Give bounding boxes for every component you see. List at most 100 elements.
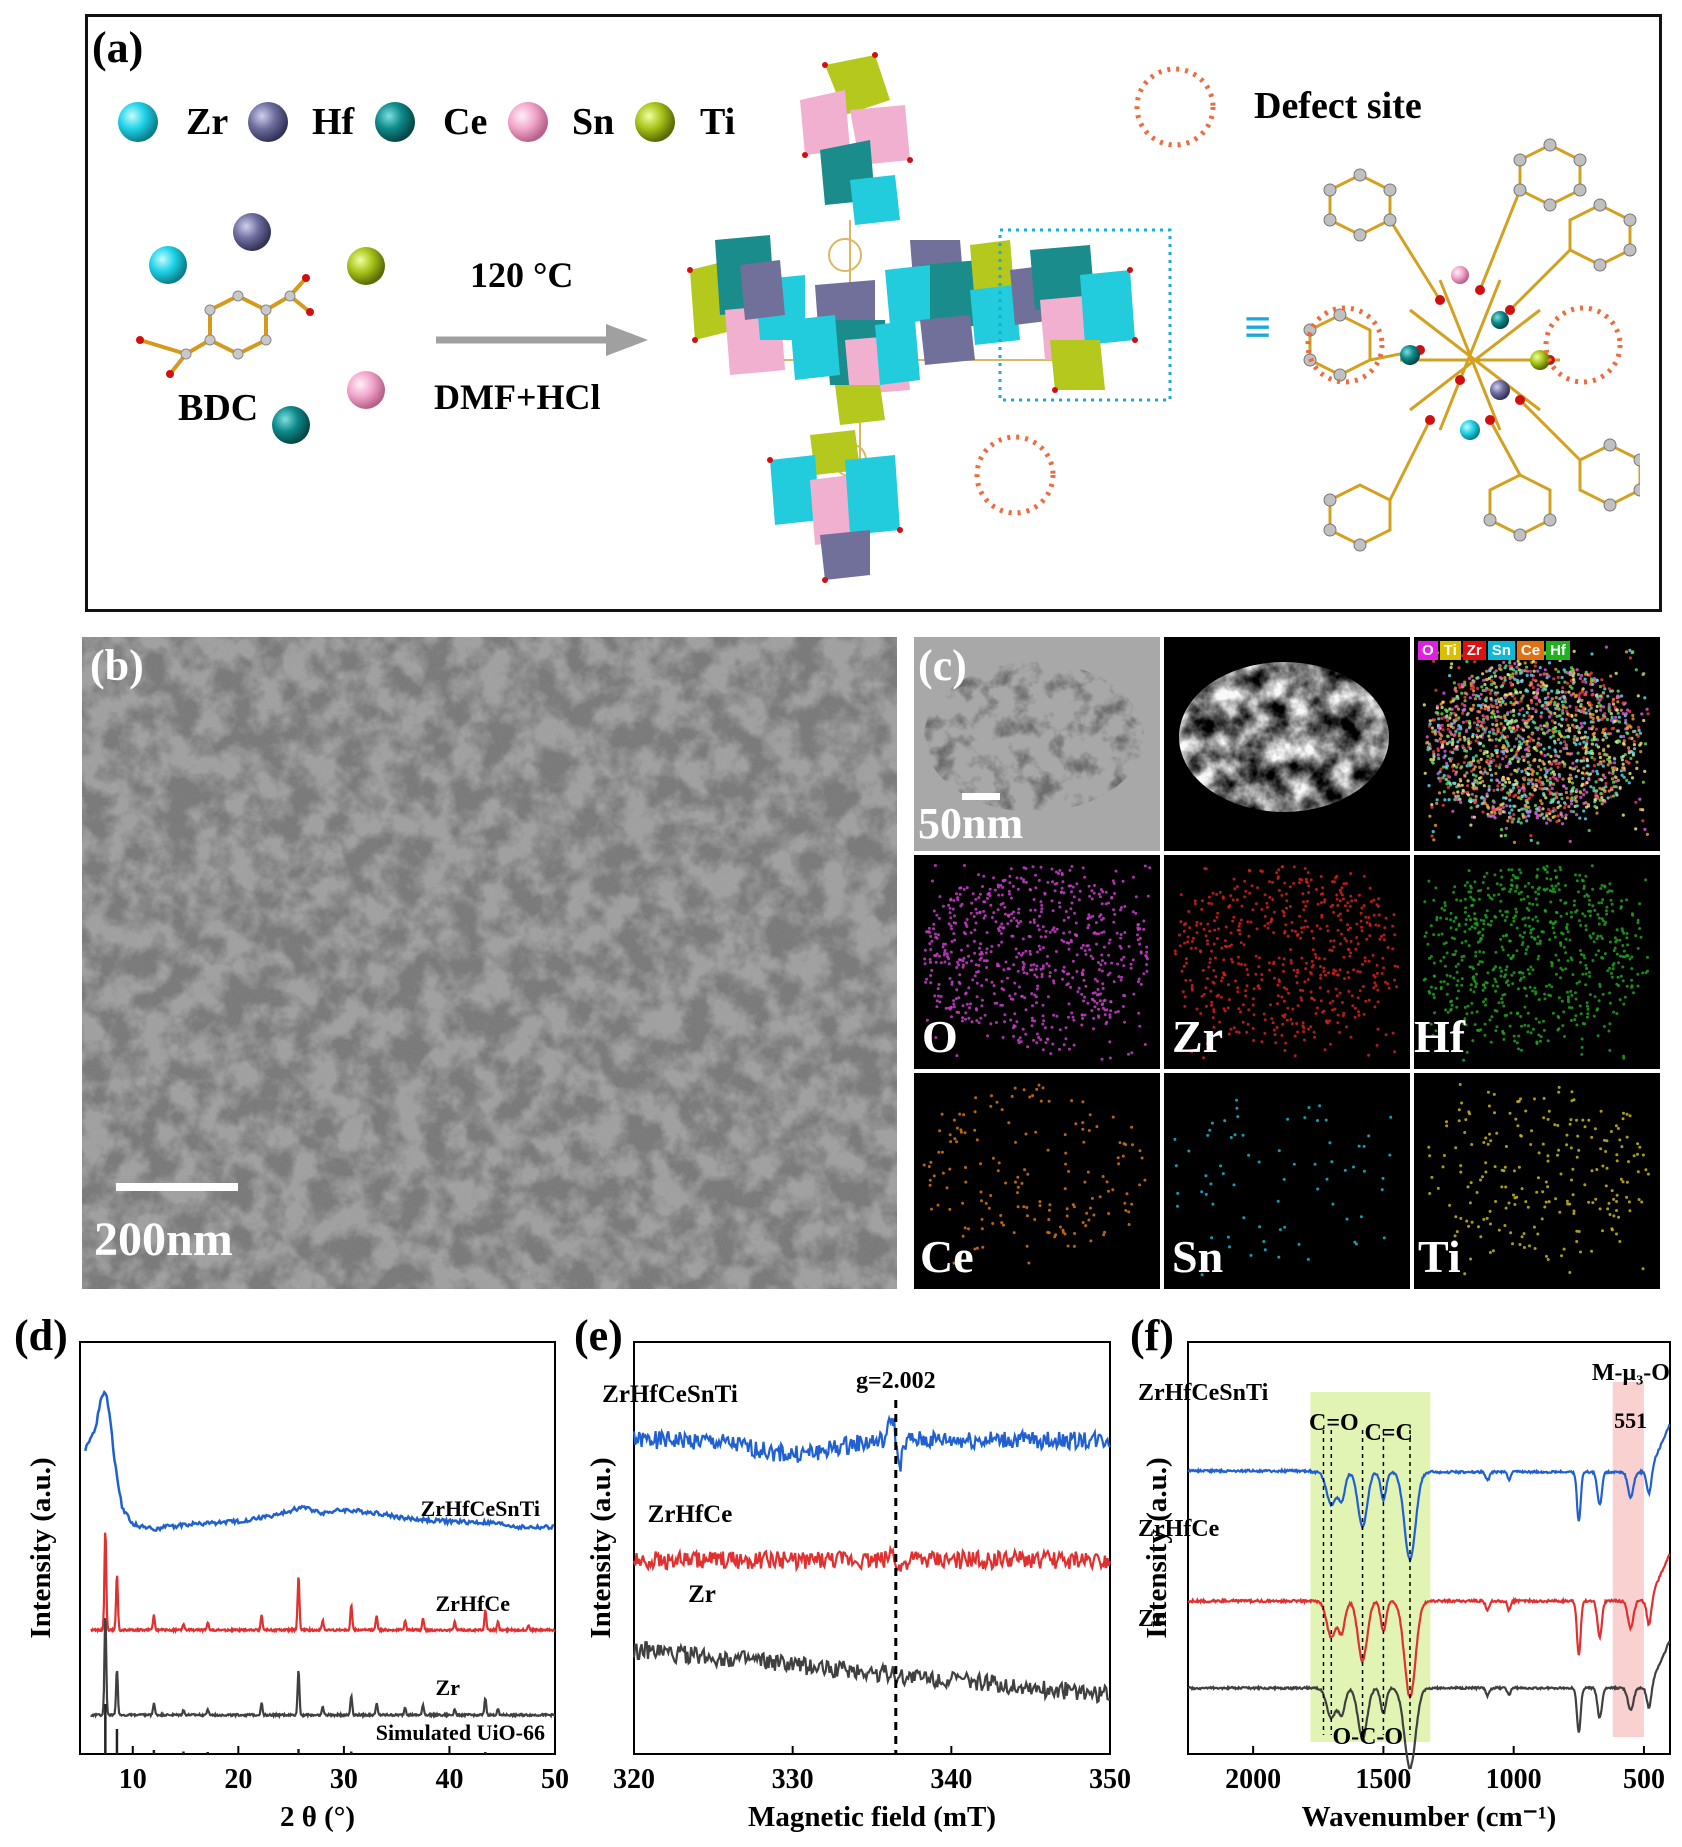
eds-dot (1138, 942, 1142, 946)
eds-overlay-dot (1578, 676, 1582, 681)
eds-dot (1512, 1169, 1516, 1173)
eds-dot (1340, 893, 1344, 897)
eds-dot (1038, 914, 1041, 918)
eds-dot (1510, 878, 1514, 882)
eds-dot (1584, 972, 1588, 976)
eds-overlay-dot (1580, 725, 1584, 729)
eds-overlay-dot (1583, 817, 1588, 821)
eds-dot (1466, 1004, 1470, 1008)
eds-dot (1486, 886, 1490, 890)
eds-overlay-dot (1482, 678, 1486, 682)
eds-dot (1558, 1210, 1562, 1214)
eds-overlay-dot (1545, 779, 1549, 783)
eds-overlay-dot (1592, 764, 1596, 768)
eds-overlay-dot (1490, 753, 1494, 757)
eds-dot (1533, 1247, 1537, 1250)
eds-dot (930, 1207, 933, 1211)
eds-dot (1590, 1169, 1594, 1173)
eds-dot (1482, 1141, 1486, 1144)
eds-dot (1513, 1039, 1517, 1043)
eds-dot (1632, 991, 1635, 995)
eds-map-zr (1164, 855, 1410, 1069)
eds-dot (1182, 964, 1186, 968)
eds-dot (1493, 1009, 1497, 1012)
eds-overlay-dot (1497, 700, 1502, 704)
eds-dot (1617, 961, 1620, 965)
x-tick-label: 330 (772, 1764, 814, 1795)
eds-dot (1518, 933, 1522, 937)
eds-overlay-dot (1557, 755, 1561, 759)
eds-dot (1252, 987, 1256, 991)
eds-dot (1206, 942, 1210, 946)
eds-overlay-dot (1451, 699, 1455, 703)
eds-dot (1246, 973, 1250, 977)
eds-dot (1630, 955, 1634, 959)
eds-dot (1521, 917, 1525, 921)
epr-series-zrhfcesnti (632, 1414, 1111, 1472)
eds-dot (1212, 981, 1216, 985)
eds-dot (1349, 894, 1353, 898)
cluster-right (885, 240, 1020, 365)
eds-overlay-dot (1451, 809, 1455, 813)
eds-dot (1526, 945, 1530, 949)
eds-dot (1517, 1034, 1521, 1038)
eds-dot (1594, 953, 1598, 957)
eds-dot (981, 885, 984, 888)
eds-dot (1111, 1188, 1115, 1192)
eds-overlay-dot (1528, 792, 1532, 796)
eds-dot (1092, 1213, 1096, 1217)
eds-dot (1214, 975, 1218, 979)
eds-dot (1632, 1154, 1636, 1158)
eds-dot (1307, 1106, 1311, 1109)
eds-dot (1032, 1038, 1035, 1042)
eds-overlay-dot (1610, 766, 1615, 770)
eds-dot (1260, 1040, 1264, 1044)
eds-dot (1509, 1011, 1513, 1015)
eds-overlay-dot (1463, 774, 1467, 778)
eds-dot (1367, 998, 1371, 1002)
eds-overlay-dot (1441, 803, 1445, 807)
eds-dot (1318, 927, 1322, 931)
eds-dot (1357, 1013, 1361, 1017)
eds-overlay-dot (1510, 730, 1514, 734)
eds-dot (1517, 892, 1521, 896)
eds-dot (1012, 910, 1016, 914)
eds-dot (927, 926, 931, 930)
eds-dot (1268, 880, 1271, 884)
eds-dot (1504, 1185, 1508, 1189)
eds-overlay-dot (1575, 725, 1579, 729)
eds-dot (1272, 931, 1276, 935)
eds-overlay-dot (1540, 711, 1544, 715)
eds-dot (1212, 1010, 1216, 1014)
eds-dot (1200, 1273, 1204, 1277)
eds-overlay-dot (1610, 689, 1615, 693)
eds-dot (1393, 933, 1397, 937)
eds-overlay-dot (1561, 760, 1565, 764)
eds-overlay-dot (1437, 730, 1441, 734)
eds-overlay-dot (1618, 785, 1622, 790)
eds-dot (1463, 1005, 1467, 1009)
eds-dot (1615, 1209, 1618, 1212)
eds-dot (989, 1104, 993, 1108)
eds-dot (1254, 902, 1258, 906)
eds-overlay-dot (1443, 749, 1447, 753)
eds-dot (1142, 972, 1146, 976)
eds-overlay-dot (1495, 748, 1499, 752)
eds-dot (1557, 1085, 1561, 1089)
eds-dot (1529, 1143, 1533, 1146)
eds-overlay-dot (1576, 769, 1580, 773)
eds-dot (1503, 1224, 1507, 1227)
eds-dot (1432, 933, 1436, 937)
eds-overlay-dot (1572, 737, 1576, 741)
eds-dot (1306, 871, 1310, 875)
eds-overlay-dot (1478, 697, 1482, 701)
eds-overlay-dot (1538, 699, 1542, 703)
eds-dot (1530, 1129, 1533, 1133)
eds-overlay-dot (1564, 744, 1568, 748)
eds-dot (1084, 1224, 1088, 1228)
solvent-label: DMF+HCl (434, 377, 601, 417)
eds-dot (1089, 954, 1093, 958)
eds-dot (1088, 1113, 1092, 1117)
eds-overlay-dot (1511, 726, 1516, 730)
eds-overlay-dot (1529, 737, 1533, 741)
